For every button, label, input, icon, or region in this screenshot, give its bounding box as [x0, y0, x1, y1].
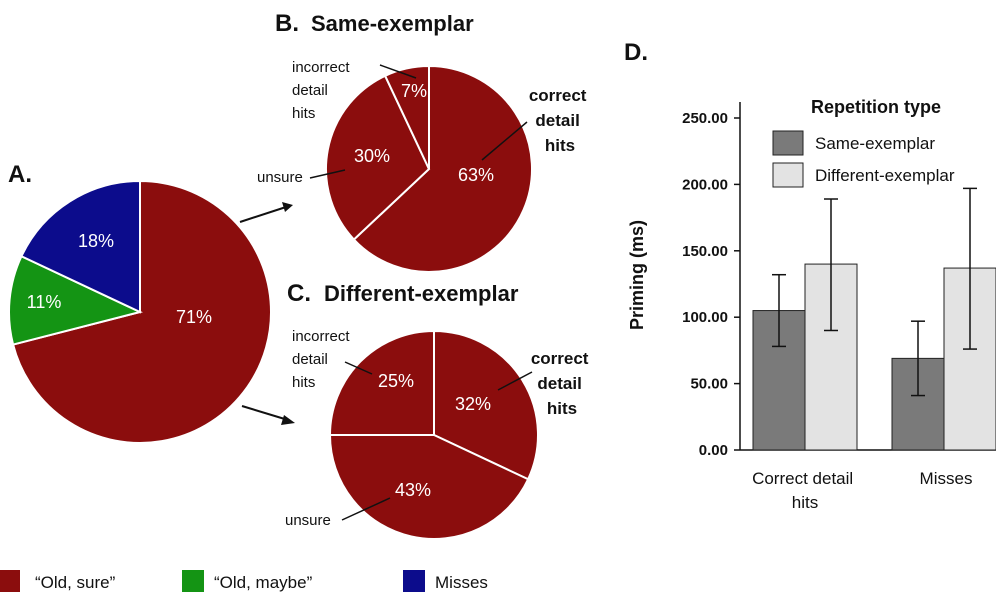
c-incorrect-leader	[344, 361, 373, 375]
legend-label-different: Different-exemplar	[815, 166, 955, 185]
panel-d-letter: D.	[624, 39, 648, 66]
x-tick-label-misses: Misses	[920, 469, 973, 488]
pie-a-slice-2-label: 18%	[78, 231, 114, 251]
arrowhead-to-b	[282, 202, 293, 212]
y-tick-label: 150.00	[682, 243, 728, 260]
arrow-to-c	[241, 405, 289, 421]
y-tick-label: 250.00	[682, 110, 728, 127]
c-correct-leader	[497, 371, 533, 391]
pie-c-slice-1	[328, 434, 530, 540]
pie-b-slice-1-label: 30%	[354, 146, 390, 166]
legend-label-same: Same-exemplar	[815, 134, 935, 153]
pie-a-slice-0-label: 71%	[176, 307, 212, 327]
c-correct-label: correct detail hits	[531, 349, 593, 418]
key-label-old-sure: “Old, sure”	[35, 573, 116, 592]
x-tick-label-correct: Correct detail hits	[752, 469, 858, 512]
key-label-misses: Misses	[435, 573, 488, 592]
b-incorrect-leader	[379, 64, 417, 79]
legend-swatch-same	[772, 130, 804, 156]
pie-b-slice-0	[352, 64, 533, 273]
pie-b-slice-0-label: 63%	[458, 165, 494, 185]
legend-swatch-different	[772, 162, 804, 188]
panel-b-letter: B.	[275, 10, 299, 37]
pie-b-slice-1	[325, 74, 431, 241]
b-correct-label: correct detail hits	[529, 86, 591, 155]
panel-c-title: Different-exemplar	[324, 281, 519, 306]
y-tick-label: 100.00	[682, 309, 728, 326]
pie-c-slice-2-label: 25%	[378, 371, 414, 391]
b-incorrect-label: incorrect detail hits	[292, 59, 354, 122]
key-label-old-maybe: “Old, maybe”	[214, 573, 313, 592]
bar-chart-d: 0.00 50.00 100.00 150.00 200.00 250.00	[682, 102, 996, 459]
legend-title: Repetition type	[811, 97, 941, 117]
pie-chart-c: 32% 43% 25%	[328, 329, 539, 540]
arrow-to-b	[239, 206, 287, 223]
pie-chart-b: 63% 30% 7%	[325, 64, 533, 273]
pie-c-slice-0	[433, 329, 539, 481]
key-swatch-old-sure	[0, 570, 20, 592]
c-incorrect-label: incorrect detail hits	[292, 328, 354, 391]
pie-chart-a: 71% 11% 18%	[8, 179, 272, 444]
pie-a-slice-1	[8, 254, 143, 346]
c-unsure-label: unsure	[285, 512, 331, 529]
key-swatch-misses	[403, 570, 425, 592]
c-unsure-leader	[341, 497, 391, 521]
pie-c-slice-2	[328, 329, 435, 436]
pie-c-slice-0-label: 32%	[455, 394, 491, 414]
pie-b-slice-2-label: 7%	[401, 81, 427, 101]
pie-a-slice-2	[20, 179, 141, 314]
panel-b-title: Same-exemplar	[311, 11, 474, 36]
y-tick-label: 200.00	[682, 176, 728, 193]
pie-a-slice-1-label: 11%	[27, 292, 62, 312]
panel-c-letter: C.	[287, 280, 311, 307]
y-tick-label: 0.00	[699, 442, 728, 459]
arrowhead-to-c	[281, 415, 295, 425]
pie-c-slice-1-label: 43%	[395, 480, 431, 500]
pie-b-slice-2	[383, 64, 430, 170]
y-axis-title: Priming (ms)	[627, 220, 647, 330]
key-swatch-old-maybe	[182, 570, 204, 592]
y-tick-label: 50.00	[690, 376, 728, 393]
panel-a-letter: A.	[8, 161, 32, 188]
b-unsure-label: unsure	[257, 169, 303, 186]
b-unsure-leader	[309, 169, 346, 179]
b-correct-leader	[481, 121, 528, 161]
